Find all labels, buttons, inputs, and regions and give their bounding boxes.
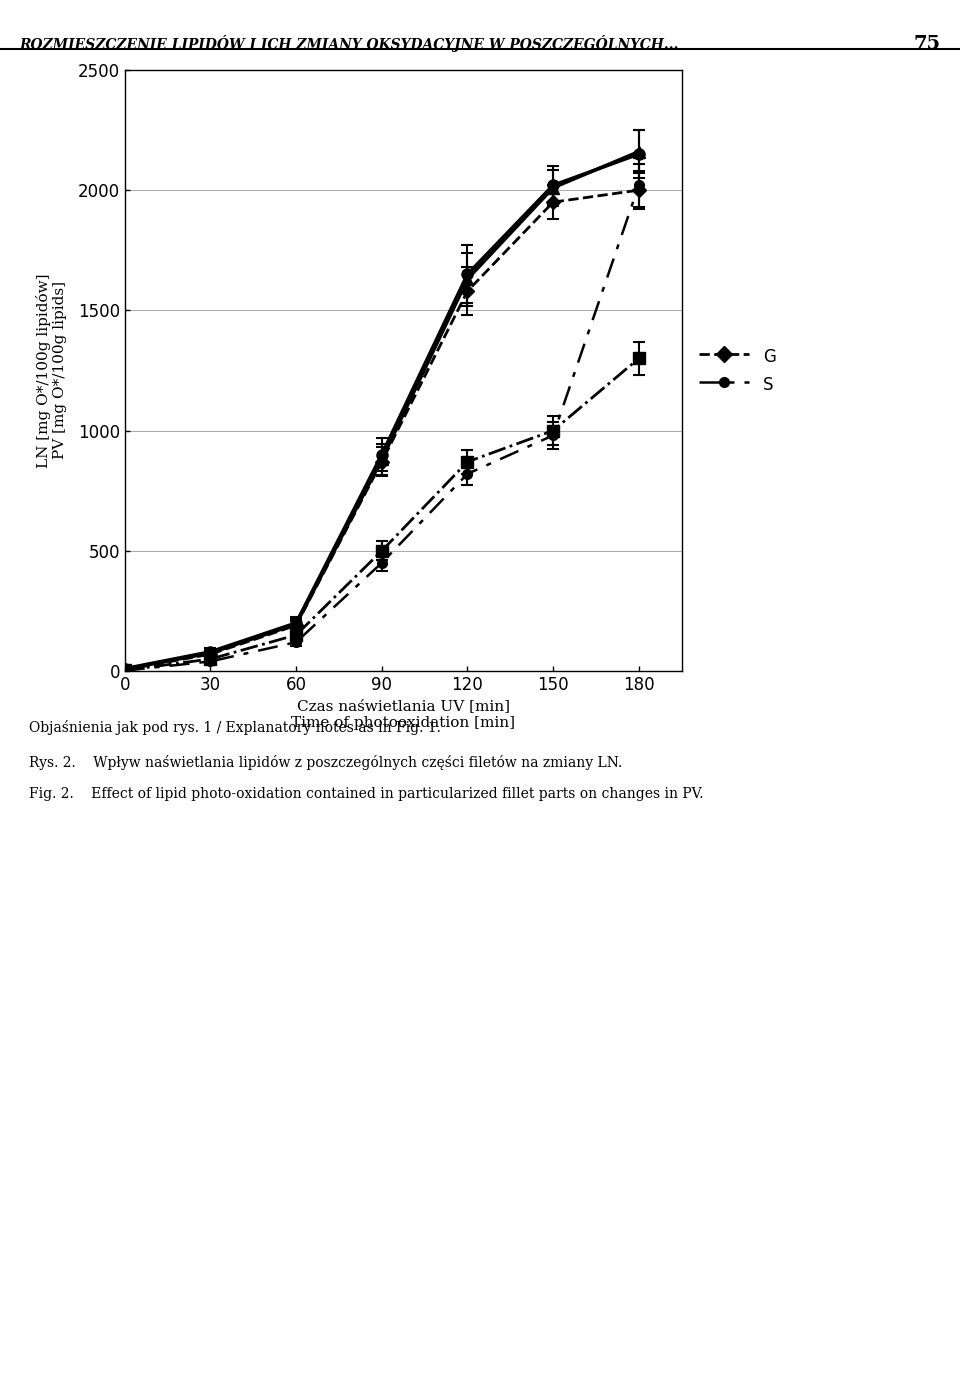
Legend: G, S: G, S <box>693 340 782 401</box>
Text: Fig. 2.    Effect of lipid photo-oxidation contained in particularized fillet pa: Fig. 2. Effect of lipid photo-oxidation … <box>29 787 704 801</box>
Text: 75: 75 <box>914 35 941 53</box>
Y-axis label: LN [mg O*/100g lipidów]
PV [mg O*/100g lipids]: LN [mg O*/100g lipidów] PV [mg O*/100g l… <box>36 273 66 468</box>
Text: ROZMIESZCZENIE LIPIDÓW I ICH ZMIANY OKSYDACYJNE W POSZCZEGÓLNYCH...: ROZMIESZCZENIE LIPIDÓW I ICH ZMIANY OKSY… <box>19 35 679 52</box>
Text: Rys. 2.    Wpływ naświetlania lipidów z poszczególnych części filetów na zmiany : Rys. 2. Wpływ naświetlania lipidów z pos… <box>29 755 622 770</box>
Text: Objaśnienia jak pod rys. 1 / Explanatory notes as in Fig. 1.: Objaśnienia jak pod rys. 1 / Explanatory… <box>29 720 441 735</box>
X-axis label: Czas naświetlania UV [min]
Time of photooxidation [min]: Czas naświetlania UV [min] Time of photo… <box>291 699 516 730</box>
